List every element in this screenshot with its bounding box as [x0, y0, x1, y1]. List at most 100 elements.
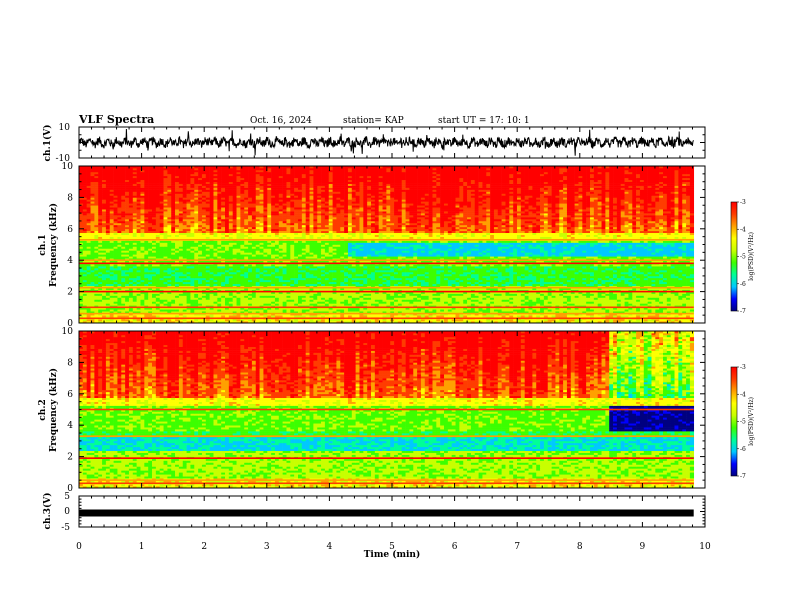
spectrogram-cell: [356, 278, 360, 280]
spectrogram-cell: [194, 303, 198, 305]
spectrogram-cell: [133, 284, 137, 286]
spectrogram-cell: [252, 309, 256, 311]
spectrogram-cell: [571, 280, 575, 282]
spectrogram-cell: [144, 280, 148, 282]
spectrogram-cell: [617, 299, 621, 301]
spectrogram-cell: [448, 294, 452, 296]
spectrogram-cell: [329, 315, 333, 317]
spectrogram-cell: [671, 282, 675, 284]
spectrogram-cell: [413, 294, 417, 296]
spectrogram-cell: [513, 274, 517, 276]
spectrogram-cell: [94, 296, 98, 298]
spectrogram-cell: [286, 301, 290, 303]
spectrogram-cell: [456, 272, 460, 274]
spectrogram-cell: [505, 272, 509, 274]
spectrogram-cell: [398, 297, 402, 299]
spectrogram-cell: [152, 268, 156, 270]
spectrogram-cell: [294, 301, 298, 303]
spectrogram-cell: [225, 266, 229, 268]
spectrogram-cell: [644, 266, 648, 268]
spectrogram-cell: [317, 319, 321, 321]
spectrogram-cell: [125, 282, 129, 284]
spectrogram-cell: [175, 266, 179, 268]
spectrogram-cell: [498, 301, 502, 303]
spectrogram-cell: [540, 282, 544, 284]
spectrogram-cell: [160, 294, 164, 296]
spectrogram-cell: [440, 294, 444, 296]
spectrogram-cell: [667, 264, 671, 266]
spectrogram-cell: [225, 319, 229, 321]
spectrogram-cell: [640, 309, 644, 311]
spectrogram-cell: [167, 296, 171, 298]
spectrogram-cell: [417, 276, 421, 278]
spectrogram-cell: [167, 270, 171, 272]
spectrogram-cell: [567, 282, 571, 284]
spectrogram-cell: [121, 270, 125, 272]
spectrogram-cell: [148, 294, 152, 296]
spectrogram-cell: [275, 294, 279, 296]
spectrogram-cell: [444, 294, 448, 296]
spectrogram-cell: [655, 284, 659, 286]
spectrogram-cell: [306, 282, 310, 284]
spectrogram-cell: [175, 284, 179, 286]
spectrogram-cell: [486, 284, 490, 286]
spectrogram-cell: [402, 319, 406, 321]
spectrogram-cell: [690, 301, 694, 303]
spectrogram-cell: [456, 309, 460, 311]
spectrogram-cell: [225, 280, 229, 282]
spectrogram-cell: [521, 309, 525, 311]
spectrogram-cell: [83, 278, 87, 280]
spectrogram-cell: [183, 284, 187, 286]
spectrogram-cell: [348, 268, 352, 270]
spectrogram-cell: [202, 268, 206, 270]
spectrogram-cell: [98, 301, 102, 303]
spectrogram-cell: [167, 274, 171, 276]
spectrogram-cell: [94, 301, 98, 303]
spectrogram-cell: [475, 301, 479, 303]
spectrogram-cell: [648, 264, 652, 266]
spectrogram-cell: [490, 272, 494, 274]
spectrogram-cell: [575, 278, 579, 280]
spectrogram-cell: [648, 276, 652, 278]
spectrogram-cell: [525, 296, 529, 298]
spectrogram-cell: [628, 278, 632, 280]
spectrogram-cell: [567, 270, 571, 272]
spectrogram-cell: [179, 294, 183, 296]
spectrogram-cell: [283, 299, 287, 301]
spectrogram-cell: [198, 268, 202, 270]
spectrogram-cell: [83, 268, 87, 270]
spectrogram-cell: [87, 280, 91, 282]
spectrogram-cell: [598, 319, 602, 321]
spectrogram-cell: [555, 280, 559, 282]
spectrogram-cell: [179, 268, 183, 270]
spectrogram-cell: [352, 280, 356, 282]
spectrogram-cell: [114, 270, 118, 272]
spectrogram-cell: [421, 297, 425, 299]
spectrogram-cell: [659, 299, 663, 301]
spectrogram-cell: [379, 278, 383, 280]
spectrogram-cell: [678, 282, 682, 284]
spectrogram-cell: [175, 270, 179, 272]
spectrogram-cell: [248, 284, 252, 286]
spectrogram-cell: [102, 299, 106, 301]
spectrogram-cell: [444, 319, 448, 321]
spectrogram-cell: [663, 272, 667, 274]
spectrogram-cell: [117, 278, 121, 280]
spectrogram-cell: [233, 284, 237, 286]
spectrogram-cell: [544, 270, 548, 272]
spectrogram-cell: [160, 309, 164, 311]
spectrogram-cell: [690, 266, 694, 268]
spectrogram-cell: [102, 284, 106, 286]
spectrogram-cell: [525, 294, 529, 296]
spectrogram-cell: [540, 264, 544, 266]
spectrogram-cell: [375, 297, 379, 299]
spectrogram-cell: [98, 319, 102, 321]
spectrogram-cell: [317, 274, 321, 276]
spectrogram-cell: [283, 274, 287, 276]
spectrogram-cell: [682, 266, 686, 268]
spectrogram-cell: [494, 309, 498, 311]
spectrogram-cell: [348, 272, 352, 274]
spectrogram-cell: [429, 264, 433, 266]
spectrogram-cell: [183, 270, 187, 272]
spectrogram-cell: [671, 294, 675, 296]
